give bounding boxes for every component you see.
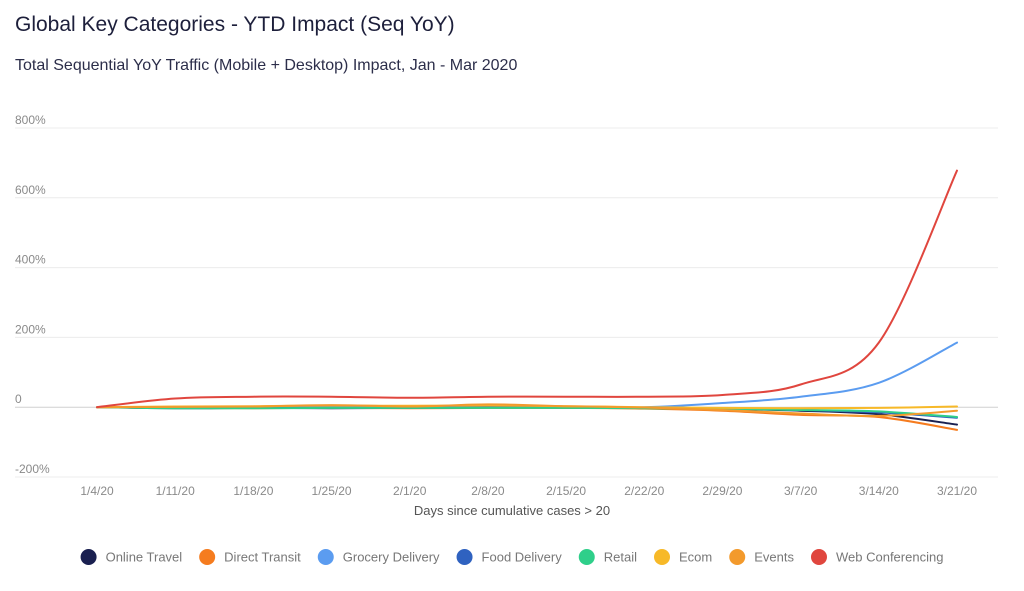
x-tick-label: 3/21/20: [937, 484, 977, 498]
legend-marker-events: [729, 549, 746, 565]
series-line-web-conferencing: [96, 169, 958, 409]
series-line-events: [96, 403, 958, 417]
x-tick-label: 2/1/20: [393, 484, 427, 498]
x-tick-label: 3/7/20: [784, 484, 818, 498]
legend-label-web-conferencing: Web Conferencing: [836, 550, 943, 565]
x-tick-label: 2/22/20: [624, 484, 664, 498]
x-tick-label: 1/18/20: [233, 484, 273, 498]
y-tick-label: -200%: [15, 462, 50, 476]
legend-marker-retail: [578, 549, 595, 565]
legend-label-events: Events: [754, 550, 794, 565]
legend-marker-direct-transit: [199, 549, 216, 565]
y-tick-label: 400%: [15, 253, 46, 267]
y-tick-label: 800%: [15, 113, 46, 127]
legend-marker-grocery-delivery: [317, 549, 334, 565]
legend-label-food-delivery: Food Delivery: [482, 550, 563, 565]
chart-title: Global Key Categories - YTD Impact (Seq …: [15, 13, 455, 36]
y-axis-ticks: 800% 600% 400% 200% 0 -200%: [15, 113, 50, 476]
x-tick-label: 2/15/20: [546, 484, 586, 498]
chart-subtitle: Total Sequential YoY Traffic (Mobile + D…: [15, 57, 518, 74]
x-tick-label: 2/29/20: [702, 484, 742, 498]
x-tick-label: 3/14/20: [859, 484, 899, 498]
x-tick-label: 2/8/20: [471, 484, 505, 498]
series-lines: [96, 169, 958, 431]
legend-label-retail: Retail: [604, 550, 637, 565]
x-tick-label: 1/11/20: [156, 484, 195, 498]
grid-lines: [15, 127, 998, 478]
legend: Online Travel Direct Transit Grocery Deliv…: [80, 549, 943, 565]
legend-label-ecom: Ecom: [679, 550, 712, 565]
legend-marker-ecom: [654, 549, 670, 565]
y-tick-label: 600%: [15, 183, 46, 197]
legend-label-online-travel: Online Travel: [106, 550, 183, 565]
x-axis-label: Days since cumulative cases > 20: [414, 503, 610, 518]
legend-label-grocery-delivery: Grocery Delivery: [343, 550, 440, 565]
legend-label-direct-transit: Direct Transit: [224, 550, 301, 565]
legend-marker-online-travel: [80, 549, 97, 565]
x-tick-label: 1/4/20: [80, 484, 114, 498]
y-tick-label: 0: [15, 392, 22, 406]
legend-marker-food-delivery: [456, 549, 473, 565]
x-axis-ticks: 1/4/20 1/11/20 1/18/20 1/25/20 2/1/20 2/8/20 2…: [80, 484, 977, 498]
series-line-retail: [96, 406, 958, 418]
legend-marker-web-conferencing: [810, 549, 827, 565]
y-tick-label: 200%: [15, 322, 46, 336]
x-tick-label: 1/25/20: [312, 484, 352, 498]
